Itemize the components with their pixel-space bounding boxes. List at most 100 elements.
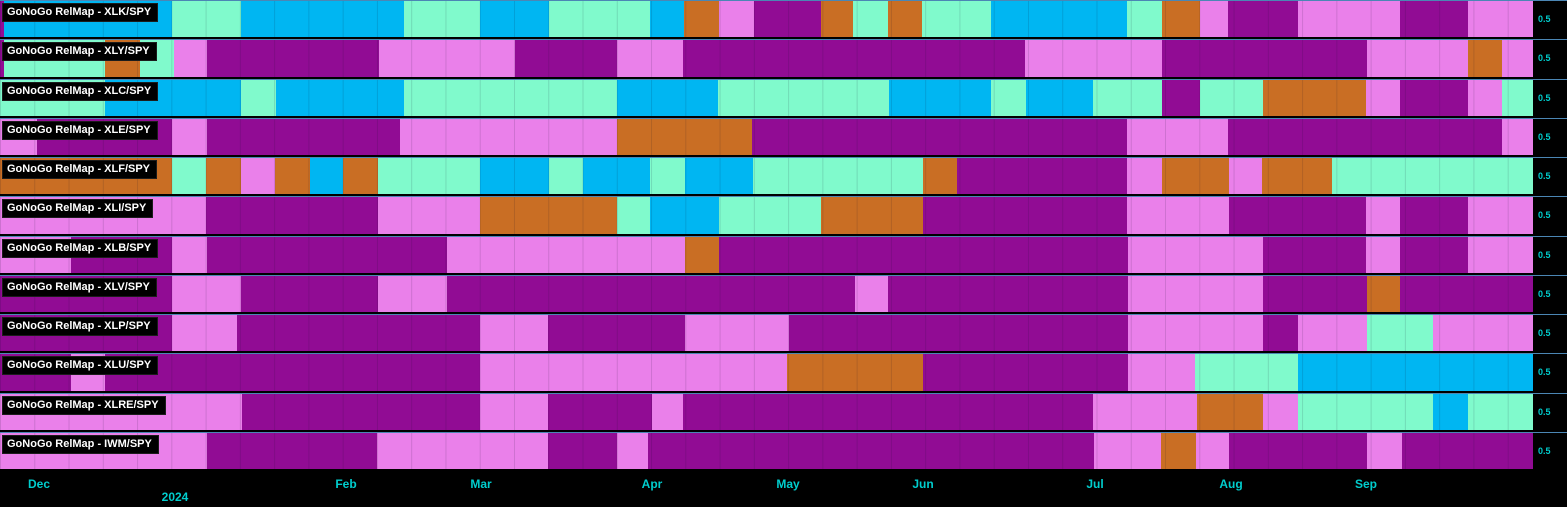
heat-strip: [0, 432, 1533, 469]
heat-cell-orange: [821, 197, 923, 234]
heat-cell-aqua: [617, 197, 650, 234]
right-axis-value: 0.5: [1538, 171, 1551, 182]
heat-strip: [0, 158, 1533, 195]
heat-cell-pink: [855, 275, 888, 312]
heat-cell-pink: [1367, 40, 1468, 77]
relmap-row-iwm-spy: GoNoGo RelMap - IWM/SPY 0.5: [0, 431, 1567, 469]
heat-cell-aqua: [1200, 79, 1263, 116]
heat-cell-purple: [752, 118, 1127, 155]
heat-cell-pink: [172, 118, 207, 155]
heat-cell-orange: [343, 158, 378, 195]
row-label: GoNoGo RelMap - XLF/SPY: [2, 160, 158, 180]
heat-cell-blue: [1298, 354, 1533, 391]
heat-cell-purple: [1400, 79, 1468, 116]
row-label: GoNoGo RelMap - XLRE/SPY: [2, 395, 166, 415]
heat-cell-purple: [207, 118, 400, 155]
right-axis-value: 0.5: [1538, 328, 1551, 339]
heat-cell-purple: [548, 315, 685, 352]
heat-cell-orange: [1162, 1, 1200, 38]
heat-strip: [0, 236, 1533, 273]
heat-cell-pink: [1502, 118, 1533, 155]
heat-cell-aqua: [1468, 393, 1533, 430]
heat-cell-purple: [648, 432, 1094, 469]
heat-cell-pink: [480, 315, 548, 352]
heat-cell-orange: [923, 158, 957, 195]
heat-cell-pink: [1196, 432, 1229, 469]
heat-cell-pink: [447, 236, 685, 273]
heat-cell-pink: [1128, 354, 1195, 391]
heat-cell-purple: [1400, 236, 1468, 273]
heat-cell-pink: [172, 315, 237, 352]
heat-cell-blue: [991, 1, 1127, 38]
row-label: GoNoGo RelMap - XLI/SPY: [2, 199, 154, 219]
heat-cell-pink: [1298, 1, 1400, 38]
heat-cell-purple: [105, 354, 480, 391]
relmap-row-xlk-spy: GoNoGo RelMap - XLK/SPY 0.5: [0, 0, 1567, 38]
heat-cell-pink: [685, 315, 789, 352]
heat-cell-purple: [754, 1, 821, 38]
heat-cell-pink: [241, 158, 275, 195]
heat-cell-pink: [174, 40, 207, 77]
heat-cell-aqua: [718, 79, 889, 116]
heat-cell-blue: [650, 1, 684, 38]
heat-cell-pink: [379, 40, 515, 77]
relmap-row-xlre-spy: GoNoGo RelMap - XLRE/SPY 0.5: [0, 392, 1567, 430]
heat-cell-pink: [480, 393, 548, 430]
heat-cell-purple: [1229, 197, 1366, 234]
heat-cell-aqua: [650, 158, 685, 195]
heat-cell-pink: [1468, 236, 1533, 273]
row-label: GoNoGo RelMap - IWM/SPY: [2, 434, 159, 454]
heat-cell-orange: [685, 236, 719, 273]
right-axis-value: 0.5: [1538, 367, 1551, 378]
heat-cell-aqua: [1127, 1, 1162, 38]
heat-strip: [0, 79, 1533, 116]
heat-cell-blue: [480, 158, 549, 195]
heat-cell-blue: [1026, 79, 1093, 116]
heat-cell-orange: [787, 354, 923, 391]
heat-strip: [0, 118, 1533, 155]
heat-cell-aqua: [922, 1, 991, 38]
heat-cell-orange: [1161, 432, 1196, 469]
right-axis-value: 0.5: [1538, 53, 1551, 64]
heat-cell-purple: [207, 236, 447, 273]
heat-cell-purple: [1228, 1, 1298, 38]
heat-cell-purple: [957, 158, 1127, 195]
x-axis-year: 2024: [161, 490, 189, 504]
right-axis-value: 0.5: [1538, 210, 1551, 221]
heat-cell-aqua: [1332, 158, 1533, 195]
heat-cell-orange: [888, 1, 922, 38]
heat-cell-aqua: [719, 197, 821, 234]
x-axis-month-aug: Aug: [1219, 477, 1243, 491]
x-axis-month-sep: Sep: [1354, 477, 1378, 491]
right-axis-value: 0.5: [1538, 406, 1551, 417]
right-axis-value: 0.5: [1538, 92, 1551, 103]
row-label: GoNoGo RelMap - XLC/SPY: [2, 81, 159, 101]
heat-cell-pink: [1127, 118, 1228, 155]
heat-cell-pink: [1128, 315, 1263, 352]
heat-cell-purple: [1402, 432, 1533, 469]
heat-cell-pink: [1468, 197, 1533, 234]
heat-cell-orange: [821, 1, 853, 38]
row-label: GoNoGo RelMap - XLU/SPY: [2, 356, 159, 376]
heat-cell-blue: [310, 158, 343, 195]
heat-cell-orange: [1468, 40, 1502, 77]
heat-cell-pink: [400, 118, 617, 155]
heat-cell-pink: [1025, 40, 1162, 77]
heat-cell-purple: [242, 393, 480, 430]
row-label: GoNoGo RelMap - XLP/SPY: [2, 317, 158, 337]
row-label: GoNoGo RelMap - XLE/SPY: [2, 120, 158, 140]
heat-cell-pink: [378, 275, 447, 312]
heat-cell-purple: [1400, 275, 1533, 312]
heat-cell-aqua: [1093, 79, 1162, 116]
heat-cell-orange: [480, 197, 617, 234]
heat-cell-pink: [1128, 236, 1263, 273]
relmap-row-xlf-spy: GoNoGo RelMap - XLF/SPY 0.5: [0, 157, 1567, 195]
relmap-row-xly-spy: GoNoGo RelMap - XLY/SPY 0.5: [0, 39, 1567, 77]
heat-cell-purple: [683, 40, 1025, 77]
heat-cell-pink: [1468, 1, 1533, 38]
heat-cell-aqua: [404, 79, 617, 116]
heat-cell-purple: [683, 393, 1093, 430]
heat-cell-pink: [1468, 79, 1502, 116]
heat-cell-purple: [923, 197, 1127, 234]
heat-cell-pink: [617, 40, 683, 77]
